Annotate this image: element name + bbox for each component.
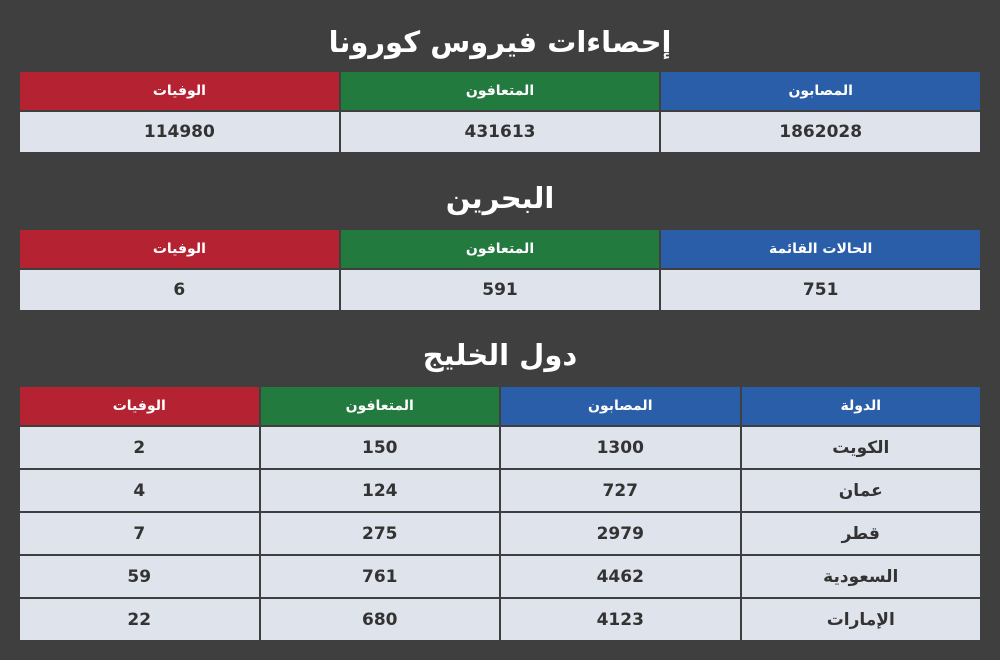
title: إحصاءات فيروس كورونا	[328, 25, 672, 59]
country-cell: قطر	[741, 513, 980, 554]
header-cell: الوفيات	[20, 230, 339, 268]
country-cell: الكويت	[741, 427, 980, 468]
value-cell: 7	[20, 513, 259, 554]
value-cell: 22	[20, 599, 259, 640]
value-cell: 124	[260, 470, 499, 511]
value-cell: 761	[260, 556, 499, 597]
title: دول الخليج	[422, 338, 578, 372]
header-cell: الدولة	[741, 387, 980, 425]
country-cell: عمان	[741, 470, 980, 511]
global-table: المصابون المتعافون الوفيات 1862028 431613 114…	[20, 72, 980, 152]
title: البحرين	[445, 181, 555, 215]
value-cell: 275	[260, 513, 499, 554]
value-cell: 4462	[501, 556, 740, 597]
value-cell: 6	[20, 270, 339, 310]
header-cell: المتعافون	[340, 230, 660, 268]
value-cell: 727	[501, 470, 740, 511]
value-cell: 4	[20, 470, 259, 511]
value-cell: 2979	[501, 513, 740, 554]
value-cell: 431613	[340, 112, 660, 152]
value-cell: 2	[20, 427, 259, 468]
country-cell: الإمارات	[741, 599, 980, 640]
header-cell: الحالات القائمة	[661, 230, 980, 268]
value-cell: 150	[260, 427, 499, 468]
country-cell: السعودية	[741, 556, 980, 597]
header-cell: المتعافون	[340, 72, 660, 110]
value-cell: 4123	[501, 599, 740, 640]
value-cell: 1862028	[661, 112, 980, 152]
value-cell: 680	[260, 599, 499, 640]
header-cell: الوفيات	[20, 387, 259, 425]
header-cell: المصابون	[661, 72, 980, 110]
value-cell: 114980	[20, 112, 339, 152]
value-cell: 1300	[501, 427, 740, 468]
value-cell: 59	[20, 556, 259, 597]
value-cell: 591	[340, 270, 660, 310]
header-cell: الوفيات	[20, 72, 339, 110]
header-cell: المصابون	[501, 387, 740, 425]
value-cell: 751	[661, 270, 980, 310]
header-cell: المتعافون	[260, 387, 499, 425]
bahrain-table: الحالات القائمة المتعافون الوفيات 751 591 6	[20, 230, 980, 310]
gulf-table: الدولة المصابون المتعافون الوفيات الكويت 1300…	[20, 387, 980, 640]
